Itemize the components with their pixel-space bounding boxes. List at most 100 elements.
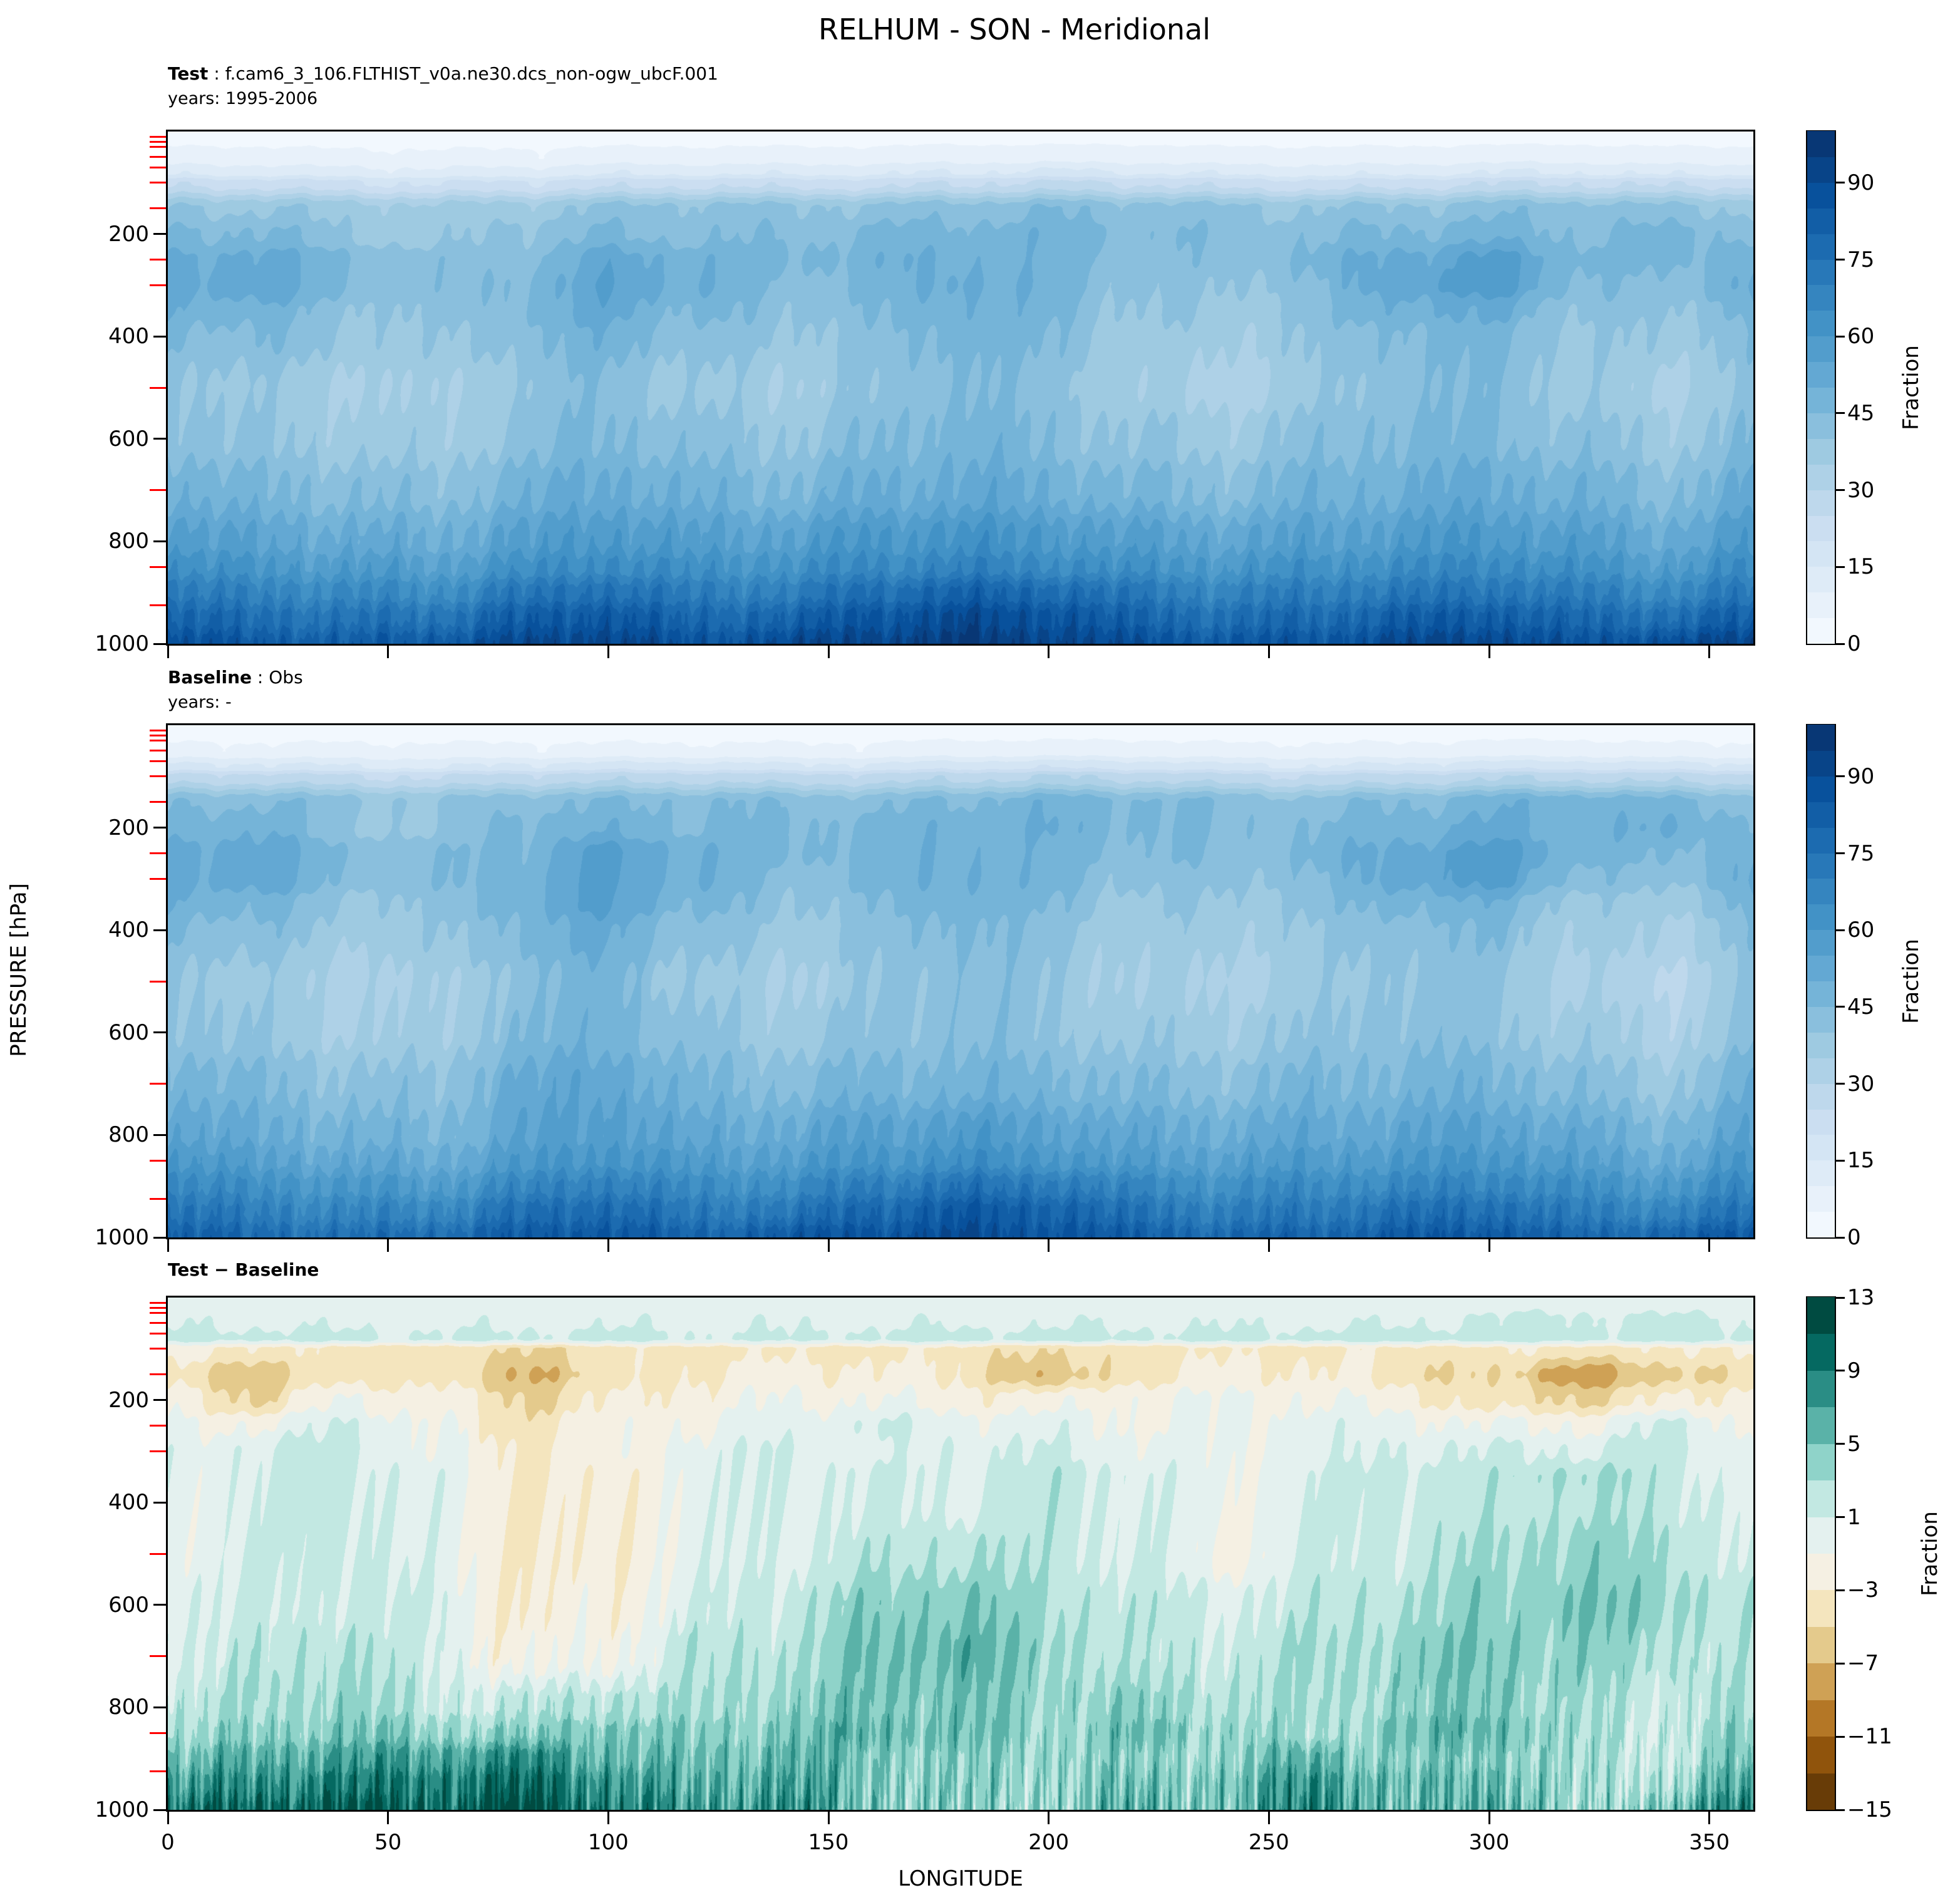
colorbar-tick-label: 90 xyxy=(1847,763,1875,789)
x-tick xyxy=(827,1812,830,1824)
x-tick xyxy=(1048,646,1050,658)
x-tick-label: 300 xyxy=(1468,1830,1510,1855)
colorbar-segment xyxy=(1807,361,1835,388)
x-tick-label: 250 xyxy=(1248,1830,1289,1855)
red-minor-tick xyxy=(150,729,166,731)
colorbar-segment xyxy=(1807,336,1835,363)
x-tick xyxy=(1267,1812,1270,1824)
colorbar-tick-label: 45 xyxy=(1847,994,1875,1020)
colorbar-tick-label: −11 xyxy=(1847,1724,1892,1750)
x-tick xyxy=(827,1239,830,1252)
colorbar-segment xyxy=(1807,852,1835,879)
panel-baseline-header: Baseline : Obs xyxy=(168,665,303,690)
x-tick-label: 50 xyxy=(374,1830,402,1855)
red-minor-tick xyxy=(150,1655,166,1658)
colorbar-segment xyxy=(1807,1297,1835,1335)
y-axis-label: PRESSURE [hPa] xyxy=(6,883,31,1057)
colorbar-tick xyxy=(1836,1236,1845,1239)
x-tick xyxy=(387,1812,389,1824)
red-minor-tick xyxy=(150,182,166,184)
x-tick xyxy=(1267,646,1270,658)
red-minor-tick xyxy=(150,284,166,286)
colorbar-segment xyxy=(1807,490,1835,516)
y-major-tick xyxy=(153,233,166,235)
colorbar-segment xyxy=(1807,592,1835,619)
red-minor-tick xyxy=(150,207,166,210)
colorbar-tick xyxy=(1836,182,1845,184)
colorbar-segment xyxy=(1807,904,1835,931)
colorbar-segment xyxy=(1807,1626,1835,1664)
colorbar-tick xyxy=(1836,1296,1845,1299)
red-minor-tick xyxy=(150,140,166,143)
diff-contour-canvas xyxy=(168,1298,1753,1810)
x-tick xyxy=(1488,1239,1490,1252)
colorbar-segment xyxy=(1807,540,1835,567)
x-tick xyxy=(167,1239,169,1252)
colorbar-segment xyxy=(1807,259,1835,286)
red-minor-tick xyxy=(150,760,166,762)
colorbar-tick-label: 75 xyxy=(1847,247,1875,272)
colorbar-tick xyxy=(1836,929,1845,931)
red-minor-tick xyxy=(150,980,166,983)
colorbar-tick-label: 30 xyxy=(1847,477,1875,503)
y-major-tick xyxy=(153,1501,166,1504)
colorbar-segment xyxy=(1807,1333,1835,1371)
colorbar-segment xyxy=(1807,182,1835,209)
red-minor-tick xyxy=(150,1373,166,1376)
red-minor-tick xyxy=(150,852,166,854)
y-major-tick xyxy=(153,827,166,829)
colorbar-tick xyxy=(1836,412,1845,415)
panel-diff-header: Test − Baseline xyxy=(168,1257,319,1283)
colorbar-tick xyxy=(1836,852,1845,854)
y-tick-label: 1000 xyxy=(95,1225,149,1250)
x-tick-label: 350 xyxy=(1689,1830,1730,1855)
x-tick-label: 0 xyxy=(161,1830,175,1855)
colorbar-tick-label: −15 xyxy=(1847,1797,1892,1822)
colorbar-segment xyxy=(1807,1553,1835,1591)
colorbar-baseline xyxy=(1806,724,1836,1239)
colorbar-segment xyxy=(1807,310,1835,337)
colorbar-segment xyxy=(1807,1663,1835,1700)
y-major-tick xyxy=(153,540,166,542)
x-tick xyxy=(827,646,830,658)
colorbar-axis-label: Fraction xyxy=(1899,345,1924,430)
colorbar-tick-label: 1 xyxy=(1847,1504,1861,1530)
colorbar-tick-label: 13 xyxy=(1847,1285,1875,1310)
colorbar-segment xyxy=(1807,1134,1835,1161)
colorbar-segment xyxy=(1807,955,1835,981)
colorbar-segment xyxy=(1807,1032,1835,1058)
y-major-tick xyxy=(153,1031,166,1034)
red-minor-tick xyxy=(150,1450,166,1452)
colorbar-segment xyxy=(1807,617,1835,644)
colorbar-tick-label: −3 xyxy=(1847,1577,1879,1603)
colorbar-tick xyxy=(1836,1159,1845,1162)
colorbar-segment xyxy=(1807,1480,1835,1517)
colorbar-tick-label: 0 xyxy=(1847,631,1861,656)
y-tick-label: 800 xyxy=(108,529,149,554)
x-tick xyxy=(1267,1239,1270,1252)
figure-title: RELHUM - SON - Meridional xyxy=(818,13,1211,46)
red-minor-tick xyxy=(150,156,166,158)
y-major-tick xyxy=(153,929,166,931)
colorbar-segment xyxy=(1807,827,1835,854)
red-minor-tick xyxy=(150,1732,166,1734)
x-tick xyxy=(167,1812,169,1824)
colorbar-segment xyxy=(1807,981,1835,1007)
x-axis-label: LONGITUDE xyxy=(898,1866,1023,1891)
colorbar-segment xyxy=(1807,1589,1835,1627)
baseline-contour-canvas xyxy=(168,725,1753,1237)
red-minor-tick xyxy=(150,1312,166,1314)
colorbar-tick-label: 75 xyxy=(1847,840,1875,866)
colorbar-axis-label: Fraction xyxy=(1899,939,1924,1024)
y-major-tick xyxy=(153,643,166,645)
colorbar-segment xyxy=(1807,1407,1835,1444)
y-major-tick xyxy=(153,1706,166,1708)
colorbar-segment xyxy=(1807,1516,1835,1554)
colorbar-tick xyxy=(1836,489,1845,492)
colorbar-segment xyxy=(1807,1370,1835,1408)
colorbar-segment xyxy=(1807,802,1835,828)
colorbar-tick-label: 0 xyxy=(1847,1225,1861,1250)
panel-baseline-years: years: - xyxy=(168,693,232,712)
panel-test-header: Test : f.cam6_3_106.FLTHIST_v0a.ne30.dcs… xyxy=(168,61,718,86)
